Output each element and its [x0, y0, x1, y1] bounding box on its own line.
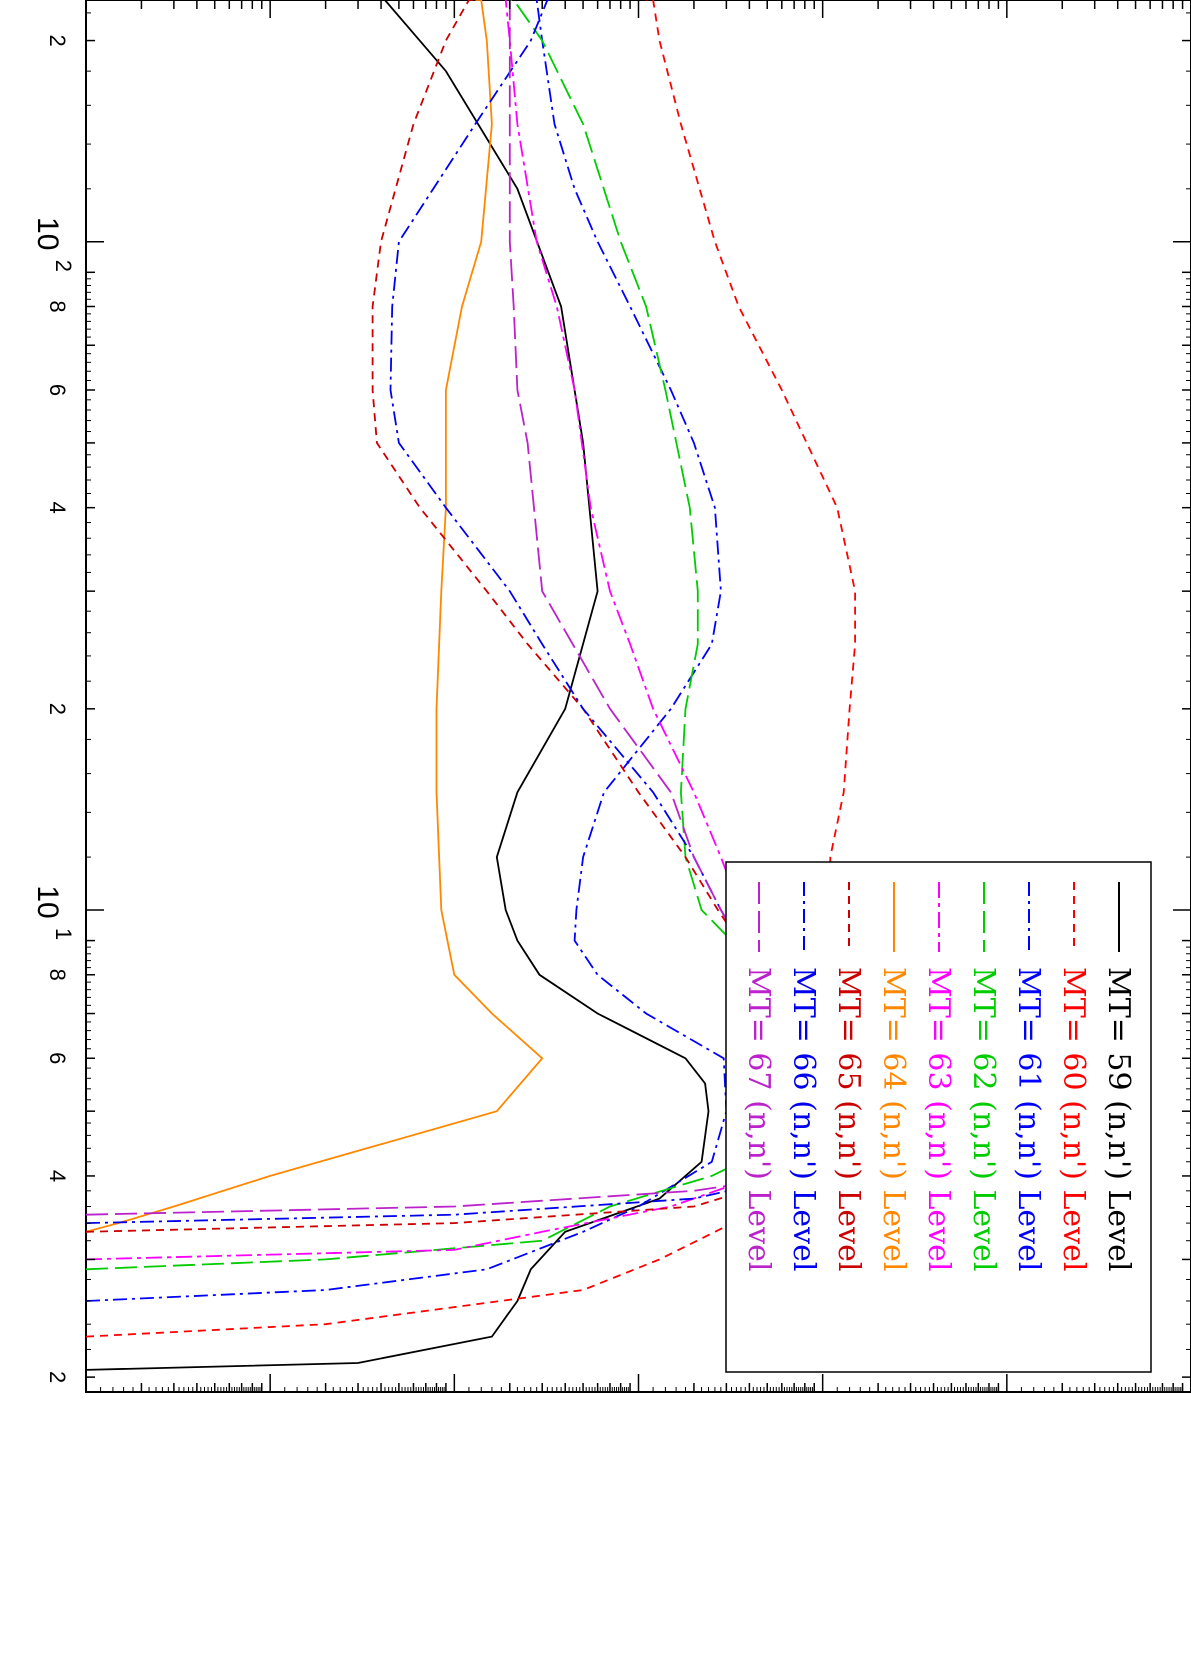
x-major-label-base: 10	[31, 217, 64, 250]
series-line-mt-66	[86, 0, 839, 1224]
legend-label-mt-62: MT= 62 (n,n') Level	[966, 967, 1001, 1271]
x-tick-label: 8	[45, 300, 70, 312]
legend-label-mt-66: MT= 66 (n,n') Level	[786, 967, 821, 1271]
x-major-label-base: 10	[31, 885, 64, 918]
x-tick-label: 2	[45, 1371, 70, 1383]
series-line-mt-63	[86, 0, 832, 1261]
legend-label-mt-65: MT= 65 (n,n') Level	[831, 967, 866, 1271]
series-line-mt-61	[86, 0, 728, 1302]
legend-label-mt-61: MT= 61 (n,n') Level	[1011, 967, 1046, 1271]
series-line-mt-59	[86, 0, 710, 1371]
rotated-plot: 24681012468102210-510-410-310-210-110010…	[31, 0, 1191, 1393]
label-layer: 24681012468102210-510-410-310-210-110010…	[31, 34, 76, 1383]
tick-layer	[85, 0, 1191, 1392]
legend-label-mt-67: MT= 67 (n,n') Level	[741, 967, 776, 1271]
x-tick-label: 6	[45, 384, 70, 396]
x-tick-label: 2	[45, 34, 70, 46]
x-tick-label: 4	[45, 502, 70, 514]
series-line-mt-67	[86, 0, 839, 1216]
x-major-label-exp: 1	[51, 928, 76, 940]
legend: MT= 59 (n,n') Level MT= 60 (n,n') Level MT…	[725, 861, 1152, 1373]
x-tick-label: 8	[45, 969, 70, 981]
legend-label-mt-60: MT= 60 (n,n') Level	[1056, 967, 1091, 1271]
legend-label-mt-59: MT= 59 (n,n') Level	[1101, 967, 1136, 1271]
legend-label-mt-64: MT= 64 (n,n') Level	[876, 967, 911, 1271]
x-major-label: 10 1	[31, 885, 76, 940]
x-tick-label: 6	[45, 1052, 70, 1064]
legend-box	[725, 861, 1152, 1373]
x-tick-label: 2	[45, 703, 70, 715]
x-major-label: 10 2	[31, 217, 76, 272]
series-line-mt-65	[86, 0, 839, 1233]
x-tick-label: 4	[45, 1170, 70, 1182]
series-line-mt-64	[86, 0, 544, 1233]
legend-label-mt-63: MT= 63 (n,n') Level	[921, 967, 956, 1271]
x-major-label-exp: 2	[51, 260, 76, 272]
